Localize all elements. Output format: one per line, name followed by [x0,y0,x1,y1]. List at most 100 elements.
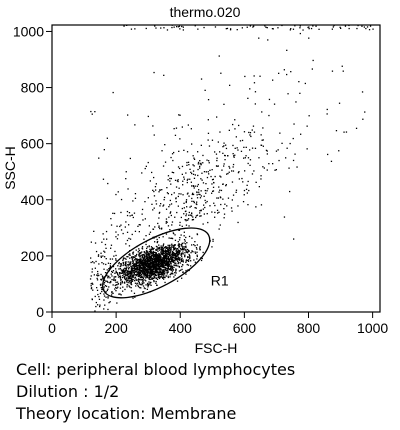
data-point [161,262,163,264]
data-point [268,98,271,101]
data-point [147,254,149,256]
data-point [205,192,207,194]
data-point [185,250,187,252]
data-point [191,244,193,246]
data-point [109,277,111,279]
data-point [163,275,165,277]
data-point [272,163,274,165]
data-point [283,216,286,218]
data-point [149,261,152,264]
data-point [148,251,150,253]
data-point [237,149,239,151]
data-point [156,249,158,251]
data-point [193,165,195,167]
data-point [158,244,160,246]
data-point [166,271,169,274]
data-point [145,270,148,272]
data-point [95,305,97,308]
data-point [192,251,194,253]
data-point [165,264,167,266]
data-point [197,28,199,30]
data-point [165,220,167,223]
data-point [145,263,147,265]
data-point [151,254,153,256]
data-point [153,251,155,253]
data-point [200,178,202,180]
data-point [158,236,160,239]
data-point [357,24,359,27]
data-point [342,70,344,72]
data-point [168,251,170,254]
y-tick-label: 0 [36,304,44,320]
data-point [260,178,262,180]
data-point [142,255,144,257]
data-point [311,68,313,70]
data-point [178,239,181,241]
scatter-plot: thermo.020 R1 0 200 400 600 800 1000 02004006… [2,4,388,356]
data-point [90,285,92,287]
data-point [195,215,198,217]
data-point [153,280,155,283]
data-point [174,247,177,249]
data-point [141,270,143,272]
data-point [146,269,148,271]
data-point [196,254,198,256]
data-point [177,265,179,267]
data-point [184,252,186,254]
data-point [151,258,154,260]
data-point [159,211,161,214]
data-point [162,270,164,272]
data-point [168,249,170,251]
data-point [138,273,141,275]
data-point [107,308,109,311]
data-point [196,214,199,216]
data-point [141,262,143,264]
data-point [130,257,133,259]
data-point [150,250,152,252]
data-point [137,272,139,274]
data-point [155,249,157,251]
data-point [143,256,145,258]
data-point [187,161,190,163]
data-point [123,25,125,27]
data-point [163,273,166,275]
data-point [192,173,195,175]
data-point [103,295,106,297]
caption-location: Theory location: Membrane [16,404,237,423]
data-point [221,169,223,171]
data-point [126,272,128,274]
data-point [103,293,105,295]
data-point [134,276,137,278]
data-point [137,279,139,281]
data-point [161,261,163,263]
data-point [144,255,146,257]
data-point [171,171,173,173]
data-point [156,260,159,263]
data-point [129,262,131,264]
data-point [161,250,163,252]
data-point [112,212,114,214]
data-point [113,276,115,278]
data-point [232,153,234,155]
data-point [109,301,111,303]
data-point [128,280,130,282]
data-point [152,266,154,268]
data-point [189,256,191,258]
data-point [120,198,123,201]
data-point [169,180,171,182]
data-point [251,129,253,131]
data-point [139,253,141,255]
data-point [164,261,166,263]
data-point [146,268,148,270]
data-point [148,277,150,279]
data-point [141,273,143,276]
data-point [362,118,364,120]
data-point [226,205,228,207]
data-point [200,259,203,262]
data-point [186,179,188,181]
data-point [152,125,154,127]
data-point [196,251,198,253]
data-point [161,257,163,259]
data-point [183,213,185,215]
data-point [335,130,338,132]
